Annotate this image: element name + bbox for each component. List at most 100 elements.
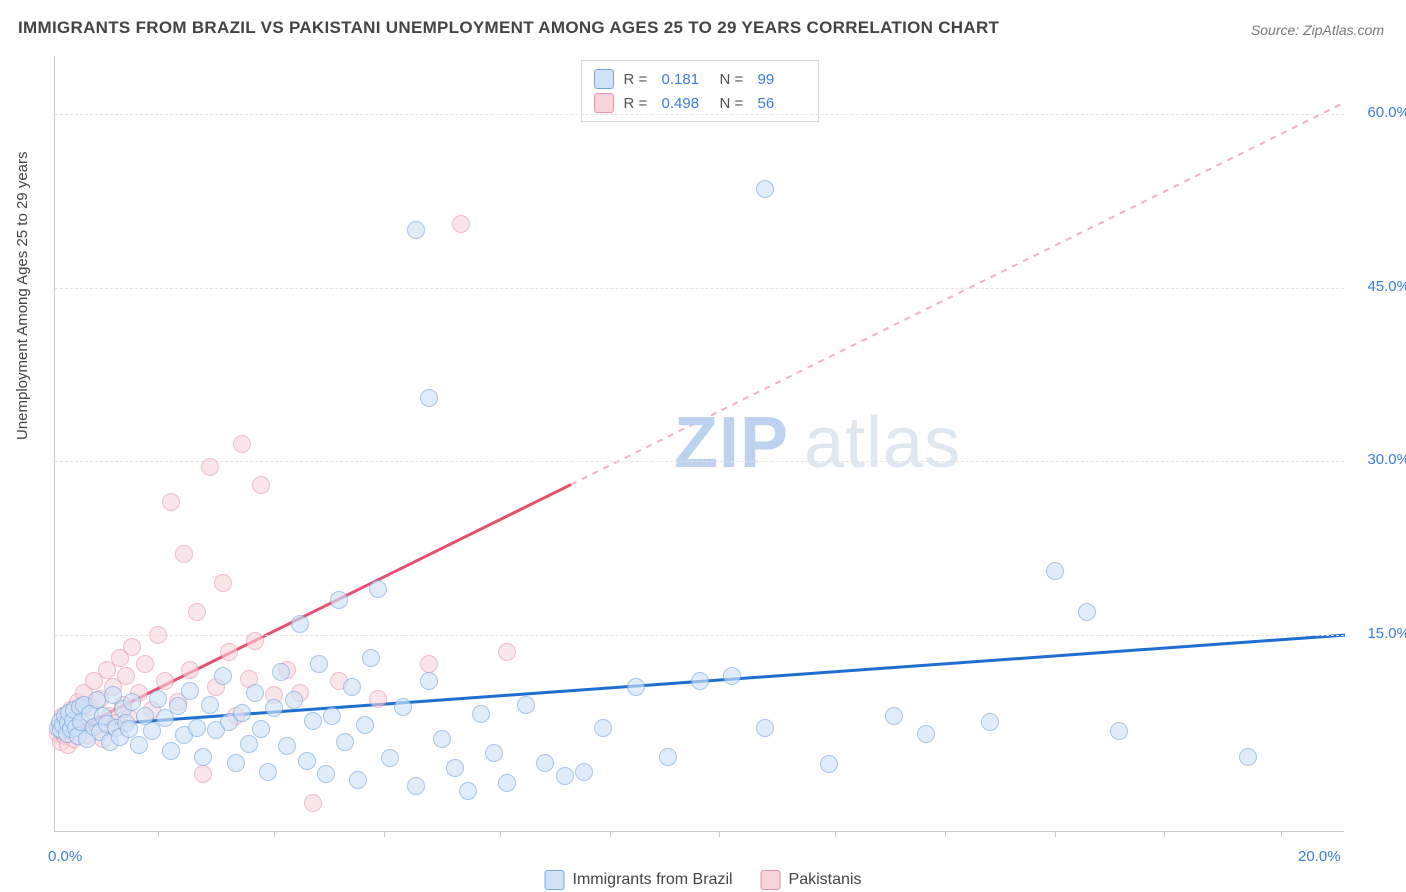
legend-row: R = 0.498 N = 56 — [594, 91, 806, 115]
scatter-point — [188, 603, 206, 621]
scatter-point — [1110, 722, 1128, 740]
watermark-text-b: atlas — [804, 403, 961, 483]
scatter-point — [201, 696, 219, 714]
scatter-point — [356, 716, 374, 734]
legend-item: Immigrants from Brazil — [545, 870, 733, 890]
scatter-point — [349, 771, 367, 789]
scatter-point — [517, 696, 535, 714]
x-tick — [274, 831, 275, 837]
legend-r-value: 0.181 — [662, 71, 710, 88]
x-axis-max-label: 20.0% — [1298, 848, 1341, 865]
scatter-point — [472, 705, 490, 723]
x-tick — [835, 831, 836, 837]
scatter-point — [594, 719, 612, 737]
scatter-point — [265, 699, 283, 717]
legend-correlation: R = 0.181 N = 99 R = 0.498 N = 56 — [581, 60, 819, 122]
scatter-point — [149, 690, 167, 708]
x-tick — [384, 831, 385, 837]
scatter-point — [498, 774, 516, 792]
scatter-point — [691, 672, 709, 690]
legend-r-value: 0.498 — [662, 95, 710, 112]
scatter-point — [252, 476, 270, 494]
scatter-point — [162, 742, 180, 760]
scatter-point — [317, 765, 335, 783]
scatter-point — [120, 720, 138, 738]
legend-n-label: N = — [720, 71, 748, 88]
scatter-point — [194, 748, 212, 766]
x-tick — [610, 831, 611, 837]
scatter-point — [459, 782, 477, 800]
scatter-point — [156, 672, 174, 690]
scatter-point — [201, 458, 219, 476]
scatter-point — [756, 719, 774, 737]
legend-swatch-icon — [594, 93, 614, 113]
chart-container: IMMIGRANTS FROM BRAZIL VS PAKISTANI UNEM… — [0, 0, 1406, 892]
scatter-point — [123, 638, 141, 656]
scatter-point — [304, 712, 322, 730]
scatter-point — [1239, 748, 1257, 766]
scatter-point — [304, 794, 322, 812]
scatter-point — [556, 767, 574, 785]
gridline — [55, 461, 1344, 462]
scatter-point — [285, 691, 303, 709]
scatter-point — [252, 720, 270, 738]
y-tick-label: 15.0% — [1350, 625, 1406, 642]
scatter-point — [162, 493, 180, 511]
scatter-point — [188, 719, 206, 737]
scatter-point — [1046, 562, 1064, 580]
scatter-point — [659, 748, 677, 766]
scatter-point — [343, 678, 361, 696]
x-tick — [719, 831, 720, 837]
legend-n-value: 56 — [758, 95, 806, 112]
y-tick-label: 60.0% — [1350, 104, 1406, 121]
scatter-point — [723, 667, 741, 685]
scatter-point — [117, 667, 135, 685]
scatter-point — [246, 684, 264, 702]
scatter-point — [310, 655, 328, 673]
scatter-point — [149, 626, 167, 644]
scatter-point — [246, 632, 264, 650]
scatter-point — [130, 736, 148, 754]
scatter-point — [485, 744, 503, 762]
scatter-point — [259, 763, 277, 781]
scatter-point — [272, 663, 290, 681]
scatter-point — [336, 733, 354, 751]
scatter-point — [446, 759, 464, 777]
x-tick — [158, 831, 159, 837]
scatter-point — [394, 698, 412, 716]
scatter-point — [1078, 603, 1096, 621]
scatter-point — [330, 591, 348, 609]
scatter-point — [227, 754, 245, 772]
scatter-point — [194, 765, 212, 783]
x-tick — [500, 831, 501, 837]
chart-title: IMMIGRANTS FROM BRAZIL VS PAKISTANI UNEM… — [18, 18, 999, 38]
legend-n-label: N = — [720, 95, 748, 112]
x-tick — [945, 831, 946, 837]
scatter-point — [214, 667, 232, 685]
scatter-point — [420, 655, 438, 673]
scatter-point — [369, 690, 387, 708]
scatter-point — [278, 737, 296, 755]
plot-area: R = 0.181 N = 99 R = 0.498 N = 56 ZIP at… — [54, 56, 1344, 832]
legend-item: Pakistanis — [761, 870, 862, 890]
watermark-icon: ZIP atlas — [674, 397, 1034, 487]
scatter-point — [820, 755, 838, 773]
x-tick — [1164, 831, 1165, 837]
scatter-point — [298, 752, 316, 770]
scatter-point — [407, 777, 425, 795]
source-label: Source: ZipAtlas.com — [1251, 22, 1384, 38]
scatter-point — [136, 655, 154, 673]
legend-swatch-icon — [594, 69, 614, 89]
scatter-point — [498, 643, 516, 661]
scatter-point — [181, 682, 199, 700]
scatter-point — [369, 580, 387, 598]
scatter-point — [214, 574, 232, 592]
scatter-point — [433, 730, 451, 748]
scatter-point — [536, 754, 554, 772]
gridline — [55, 288, 1344, 289]
scatter-point — [240, 735, 258, 753]
scatter-point — [323, 707, 341, 725]
scatter-point — [233, 435, 251, 453]
scatter-point — [420, 389, 438, 407]
scatter-point — [420, 672, 438, 690]
